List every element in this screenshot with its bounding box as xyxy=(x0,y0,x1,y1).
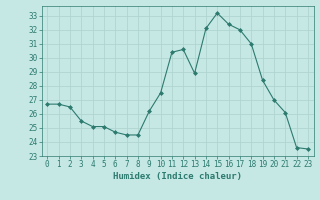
X-axis label: Humidex (Indice chaleur): Humidex (Indice chaleur) xyxy=(113,172,242,181)
